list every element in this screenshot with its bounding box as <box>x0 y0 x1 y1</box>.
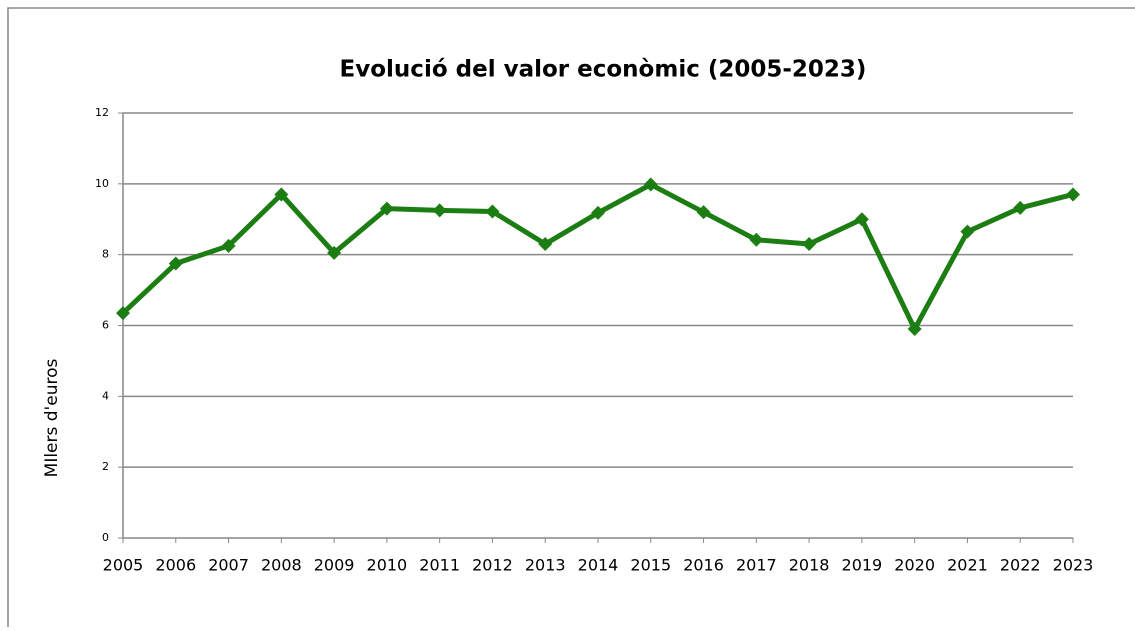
marker <box>485 204 500 219</box>
marker <box>116 306 130 321</box>
marker <box>1066 187 1080 202</box>
x-tick-label: 2021 <box>947 556 988 575</box>
x-tick-label: 2006 <box>155 556 196 575</box>
y-tick-label: 12 <box>95 106 109 119</box>
x-tick-label: 2014 <box>578 556 619 575</box>
x-tick-label: 2017 <box>736 556 777 575</box>
x-tick-label: 2008 <box>261 556 302 575</box>
x-tick-label: 2019 <box>842 556 883 575</box>
y-tick-label: 6 <box>102 319 109 332</box>
marker <box>168 256 183 271</box>
chart-title: Evolució del valor econòmic (2005-2023) <box>340 57 867 83</box>
x-tick-label: 2005 <box>103 556 144 575</box>
x-tick-label: 2012 <box>472 556 513 575</box>
y-tick-label: 8 <box>102 248 109 261</box>
marker <box>960 224 975 239</box>
y-tick-label: 4 <box>102 389 109 402</box>
marker <box>379 201 394 216</box>
x-tick-label: 2020 <box>894 556 935 575</box>
marker <box>538 237 553 252</box>
marker <box>1013 200 1028 215</box>
marker <box>274 187 289 202</box>
x-tick-label: 2013 <box>525 556 566 575</box>
x-tick-label: 2023 <box>1053 556 1094 575</box>
y-tick-label: 10 <box>95 177 109 190</box>
marker <box>327 245 342 260</box>
marker <box>591 205 605 220</box>
marker <box>696 205 711 220</box>
marker <box>854 212 869 227</box>
marker <box>907 322 922 337</box>
marker <box>643 177 658 192</box>
marker <box>221 238 236 253</box>
x-tick-label: 2010 <box>367 556 408 575</box>
marker <box>802 237 817 252</box>
x-tick-label: 2022 <box>1000 556 1041 575</box>
x-tick-label: 2009 <box>314 556 355 575</box>
marker <box>432 203 447 218</box>
x-tick-label: 2018 <box>789 556 830 575</box>
x-tick-label: 2011 <box>419 556 460 575</box>
y-tick-label: 0 <box>102 531 109 544</box>
y-axis-label: MIlers d'euros <box>42 359 62 478</box>
x-tick-label: 2016 <box>683 556 724 575</box>
x-tick-label: 2007 <box>208 556 249 575</box>
marker <box>749 232 764 247</box>
y-tick-label: 2 <box>102 460 109 473</box>
x-tick-label: 2015 <box>630 556 671 575</box>
chart-frame <box>7 7 1135 631</box>
